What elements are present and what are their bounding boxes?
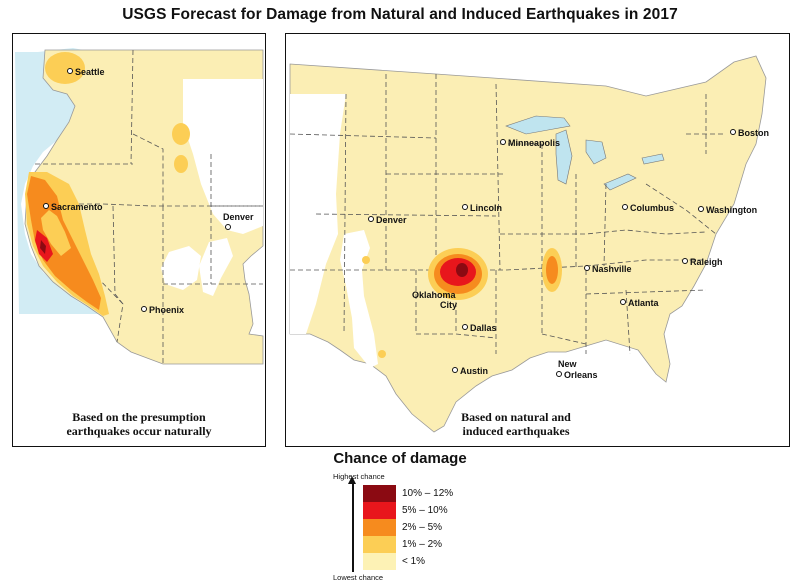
legend-label: 5% – 10% [402, 505, 448, 516]
legend-item: < 1% [363, 553, 483, 570]
city-dallas: Dallas [462, 323, 497, 333]
lake-ontario [641, 153, 665, 165]
hazard-seattle [45, 52, 85, 84]
us-map [289, 55, 767, 433]
city-new-orleans: New [558, 359, 577, 369]
hazard-oklahoma-10-12 [456, 263, 468, 277]
us-land [289, 55, 767, 433]
legend-swatch [363, 519, 396, 536]
legend-lowest-label: Lowest chance [333, 573, 384, 582]
legend-arrow-icon [349, 476, 355, 572]
lake-superior [505, 115, 571, 135]
city-oklahoma-city-line2: City [440, 300, 458, 310]
legend-label: 2% – 5% [402, 522, 443, 533]
legend-highest-label: Highest chance [333, 472, 385, 481]
city-seattle: Seattle [67, 67, 105, 77]
legend-swatch [363, 502, 396, 519]
city-raleigh: Raleigh [682, 257, 723, 267]
city-lincoln: Lincoln [462, 203, 502, 213]
city-phoenix: Phoenix [141, 305, 184, 315]
city-washington: Washington [698, 205, 757, 215]
unmodeled-area [183, 79, 263, 234]
caption-induced: Based on natural and induced earthquakes [461, 410, 571, 438]
city-denver: Denver [223, 212, 254, 222]
panel-induced: Minneapolis Boston Lincoln Denver Columb… [285, 33, 790, 447]
panel-natural: Seattle Sacramento Denver Phoenix Based … [12, 33, 266, 447]
west-map [15, 48, 264, 365]
legend: 10% – 12% 5% – 10% 2% – 5% 1% – 2% < 1% [363, 485, 483, 570]
city-columbus: Columbus [622, 203, 674, 213]
legend-label: < 1% [402, 556, 426, 567]
legend-item: 10% – 12% [363, 485, 483, 502]
city-boston: Boston [730, 128, 769, 138]
city-minneapolis: Minneapolis [500, 138, 560, 148]
legend-item: 2% – 5% [363, 519, 483, 536]
unmodeled-area [340, 230, 378, 368]
city-oklahoma-city: Oklahoma [412, 290, 456, 300]
hazard-new-madrid-2-5 [546, 256, 558, 284]
lake-huron [585, 139, 607, 165]
lake-erie [603, 173, 637, 191]
hazard-spot [378, 350, 386, 358]
city-nashville: Nashville [584, 264, 632, 274]
map-title: USGS Forecast for Damage from Natural an… [122, 6, 678, 23]
caption-natural: Based on the presumption earthquakes occ… [66, 410, 212, 438]
city-denver: Denver [368, 215, 407, 225]
hazard-california-inner [41, 210, 71, 256]
legend-label: 1% – 2% [402, 539, 443, 550]
city-atlanta: Atlanta [620, 298, 659, 308]
legend-item: 5% – 10% [363, 502, 483, 519]
unmodeled-area [161, 246, 201, 290]
lake-michigan [555, 129, 573, 185]
unmodeled-area [199, 238, 233, 296]
legend-swatch [363, 485, 396, 502]
hazard-montana [174, 155, 188, 173]
city-sacramento: Sacramento [43, 202, 103, 212]
legend-title: Chance of damage [333, 450, 467, 467]
city-denver-dot [225, 223, 233, 233]
legend-swatch [363, 553, 396, 570]
city-new-orleans-line2: Orleans [556, 370, 598, 380]
legend-label: 10% – 12% [402, 488, 454, 499]
hazard-spot [362, 256, 370, 264]
legend-item: 1% – 2% [363, 536, 483, 553]
hazard-california-10-12 [40, 240, 46, 254]
hazard-montana [172, 123, 190, 145]
city-austin: Austin [452, 366, 488, 376]
legend-swatch [363, 536, 396, 553]
